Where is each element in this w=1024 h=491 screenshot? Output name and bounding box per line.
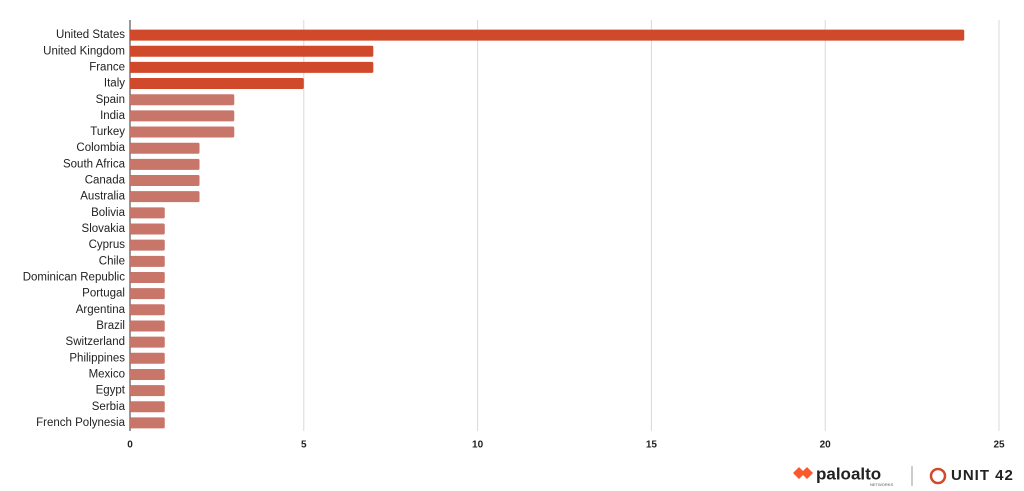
y-tick-label: Italy: [104, 78, 125, 90]
bar: [130, 29, 965, 41]
bar: [130, 61, 374, 73]
x-tick-label: 5: [301, 440, 307, 451]
bar: [130, 368, 165, 380]
bar: [130, 336, 165, 348]
paloalto-icon: [793, 467, 813, 479]
y-tick-label: Brazil: [96, 320, 125, 332]
logo-area: paloalto NETWORKS UNIT 42: [793, 464, 1014, 487]
y-tick-label: Philippines: [69, 352, 125, 364]
bar: [130, 385, 165, 397]
y-tick-label: Turkey: [90, 126, 125, 138]
bar: [130, 191, 200, 203]
bar: [130, 45, 374, 57]
y-tick-label: France: [89, 61, 125, 73]
bar: [130, 417, 165, 429]
bar: [130, 142, 200, 154]
y-tick-label: Colombia: [76, 142, 125, 154]
bar: [130, 110, 235, 122]
x-tick-label: 0: [127, 440, 133, 451]
x-tick-label: 15: [646, 440, 658, 451]
bar: [130, 78, 304, 90]
bar: [130, 320, 165, 332]
y-tick-label: French Polynesia: [36, 417, 125, 429]
bar: [130, 223, 165, 235]
x-tick-label: 20: [820, 440, 832, 451]
bar: [130, 158, 200, 170]
brand-name: paloalto: [816, 464, 881, 483]
bar: [130, 126, 235, 138]
y-tick-label: India: [100, 110, 126, 122]
bar: [130, 255, 165, 267]
bar: [130, 175, 200, 187]
y-tick-label: United Kingdom: [43, 45, 125, 57]
brand-sub: NETWORKS: [870, 482, 893, 487]
y-tick-label: Chile: [99, 255, 125, 267]
bar: [130, 352, 165, 364]
y-tick-label: Dominican Republic: [23, 272, 126, 284]
y-tick-label: Bolivia: [91, 207, 125, 219]
y-tick-label: Argentina: [76, 304, 126, 316]
bar: [130, 401, 165, 413]
y-tick-label: Serbia: [92, 401, 126, 413]
y-tick-label: Egypt: [96, 385, 126, 397]
bar: [130, 94, 235, 106]
bar: [130, 207, 165, 219]
y-tick-label: Canada: [85, 175, 126, 187]
bar: [130, 271, 165, 283]
bar: [130, 239, 165, 251]
y-tick-label: Cyprus: [89, 239, 126, 251]
y-tick-label: Spain: [96, 94, 125, 106]
y-tick-label: Portugal: [82, 288, 125, 300]
unit42-icon: [929, 467, 947, 485]
unit-name: UNIT 42: [951, 467, 1014, 484]
bar: [130, 288, 165, 300]
y-tick-label: Switzerland: [66, 336, 125, 348]
x-tick-label: 10: [472, 440, 484, 451]
y-tick-label: Mexico: [89, 368, 125, 380]
y-tick-label: Slovakia: [82, 223, 126, 235]
x-tick-label: 25: [993, 440, 1005, 451]
y-tick-label: South Africa: [63, 158, 126, 170]
y-tick-label: Australia: [80, 191, 125, 203]
bar: [130, 304, 165, 316]
y-tick-label: United States: [56, 29, 125, 41]
